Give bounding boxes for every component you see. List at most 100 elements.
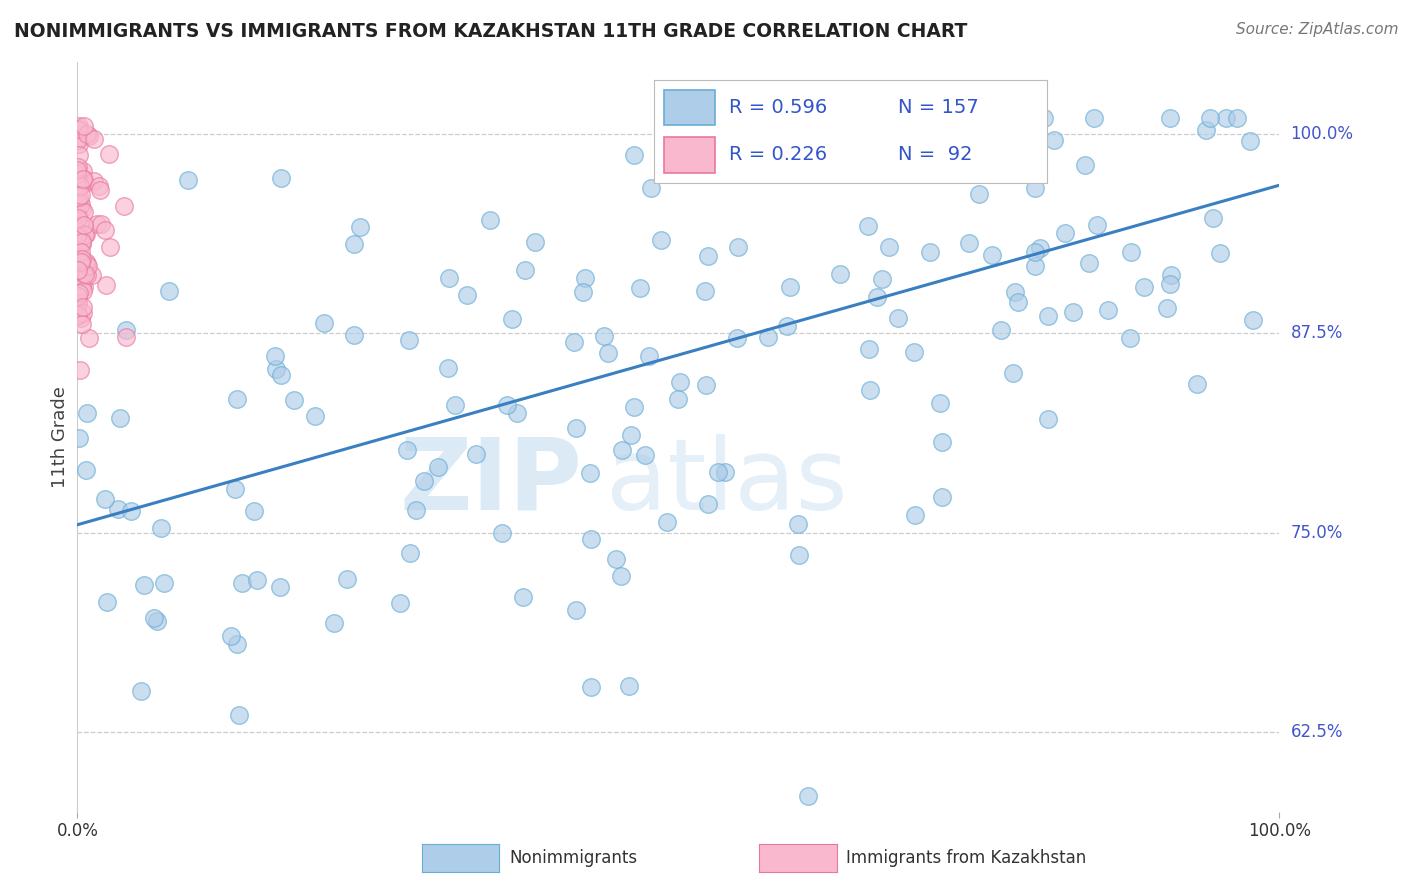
Point: [132, 578, 155, 592]
Point: [1208, 246, 1230, 260]
Point: [228, 708, 250, 723]
Point: [464, 447, 486, 461]
Text: ZIP: ZIP: [399, 434, 582, 531]
Point: [70, 311, 93, 326]
Point: [73, 171, 96, 186]
Point: [931, 491, 953, 505]
Point: [1097, 303, 1119, 318]
Point: [79, 331, 101, 345]
Point: [108, 410, 131, 425]
Point: [67, 122, 90, 136]
Point: [269, 580, 291, 594]
Point: [67, 204, 90, 219]
Point: [1121, 245, 1143, 260]
Point: [94, 277, 117, 292]
Point: [142, 610, 165, 624]
Point: [512, 591, 534, 605]
Point: [226, 636, 249, 650]
Point: [70, 317, 93, 331]
Point: [1085, 218, 1108, 232]
Point: [67, 147, 90, 161]
Point: [524, 235, 547, 249]
Point: [304, 409, 326, 423]
Point: [73, 204, 96, 219]
Point: [1195, 123, 1218, 137]
Point: [640, 181, 662, 195]
Point: [67, 431, 90, 445]
Point: [787, 548, 810, 562]
Point: [90, 217, 112, 231]
Text: N = 157: N = 157: [898, 98, 979, 117]
Point: [405, 503, 427, 517]
Text: 100.0%: 100.0%: [1291, 125, 1354, 144]
Point: [1038, 309, 1060, 323]
Point: [66, 240, 89, 254]
Point: [67, 137, 90, 152]
Point: [1024, 244, 1046, 259]
Point: [107, 502, 129, 516]
Point: [69, 179, 91, 194]
Point: [67, 256, 90, 270]
Point: [936, 137, 959, 152]
Point: [1024, 180, 1046, 194]
Point: [77, 259, 100, 273]
Text: Source: ZipAtlas.com: Source: ZipAtlas.com: [1236, 22, 1399, 37]
Point: [82, 268, 104, 283]
Point: [638, 349, 661, 363]
Point: [67, 197, 90, 211]
Point: [83, 174, 105, 188]
Point: [75, 267, 97, 281]
Point: [73, 228, 96, 243]
Point: [787, 516, 810, 531]
Point: [66, 289, 89, 303]
Point: [574, 271, 596, 285]
Point: [66, 229, 89, 244]
Point: [70, 188, 93, 202]
Point: [67, 262, 90, 277]
Point: [398, 546, 420, 560]
Point: [69, 190, 91, 204]
Point: [883, 112, 905, 126]
Point: [75, 227, 97, 242]
Point: [343, 237, 366, 252]
FancyBboxPatch shape: [664, 136, 714, 173]
Point: [706, 465, 728, 479]
Point: [72, 280, 94, 294]
Point: [828, 268, 851, 282]
Point: [67, 240, 90, 254]
Point: [157, 285, 180, 299]
Text: R = 0.226: R = 0.226: [728, 145, 827, 164]
Y-axis label: 11th Grade: 11th Grade: [51, 386, 69, 488]
Point: [870, 272, 893, 286]
Point: [1004, 285, 1026, 299]
Point: [149, 520, 172, 534]
Point: [231, 575, 253, 590]
Point: [312, 316, 335, 330]
Point: [75, 462, 97, 476]
Point: [69, 232, 91, 246]
Point: [443, 398, 465, 412]
Point: [1007, 295, 1029, 310]
Point: [1198, 112, 1220, 126]
Point: [67, 308, 90, 322]
Point: [96, 595, 118, 609]
Point: [79, 129, 101, 144]
Point: [83, 132, 105, 146]
Point: [1001, 367, 1024, 381]
Point: [1077, 256, 1099, 270]
Point: [67, 182, 90, 196]
Point: [1038, 412, 1060, 426]
Point: [581, 680, 603, 694]
Point: [115, 329, 138, 343]
Point: [76, 257, 98, 271]
Point: [565, 421, 588, 435]
Point: [657, 515, 679, 529]
Point: [610, 569, 633, 583]
Point: [270, 170, 292, 185]
Text: Nonimmigrants: Nonimmigrants: [509, 849, 637, 867]
Point: [1239, 134, 1261, 148]
Point: [866, 290, 889, 304]
Point: [66, 208, 89, 222]
Point: [129, 684, 152, 698]
Point: [270, 368, 292, 382]
